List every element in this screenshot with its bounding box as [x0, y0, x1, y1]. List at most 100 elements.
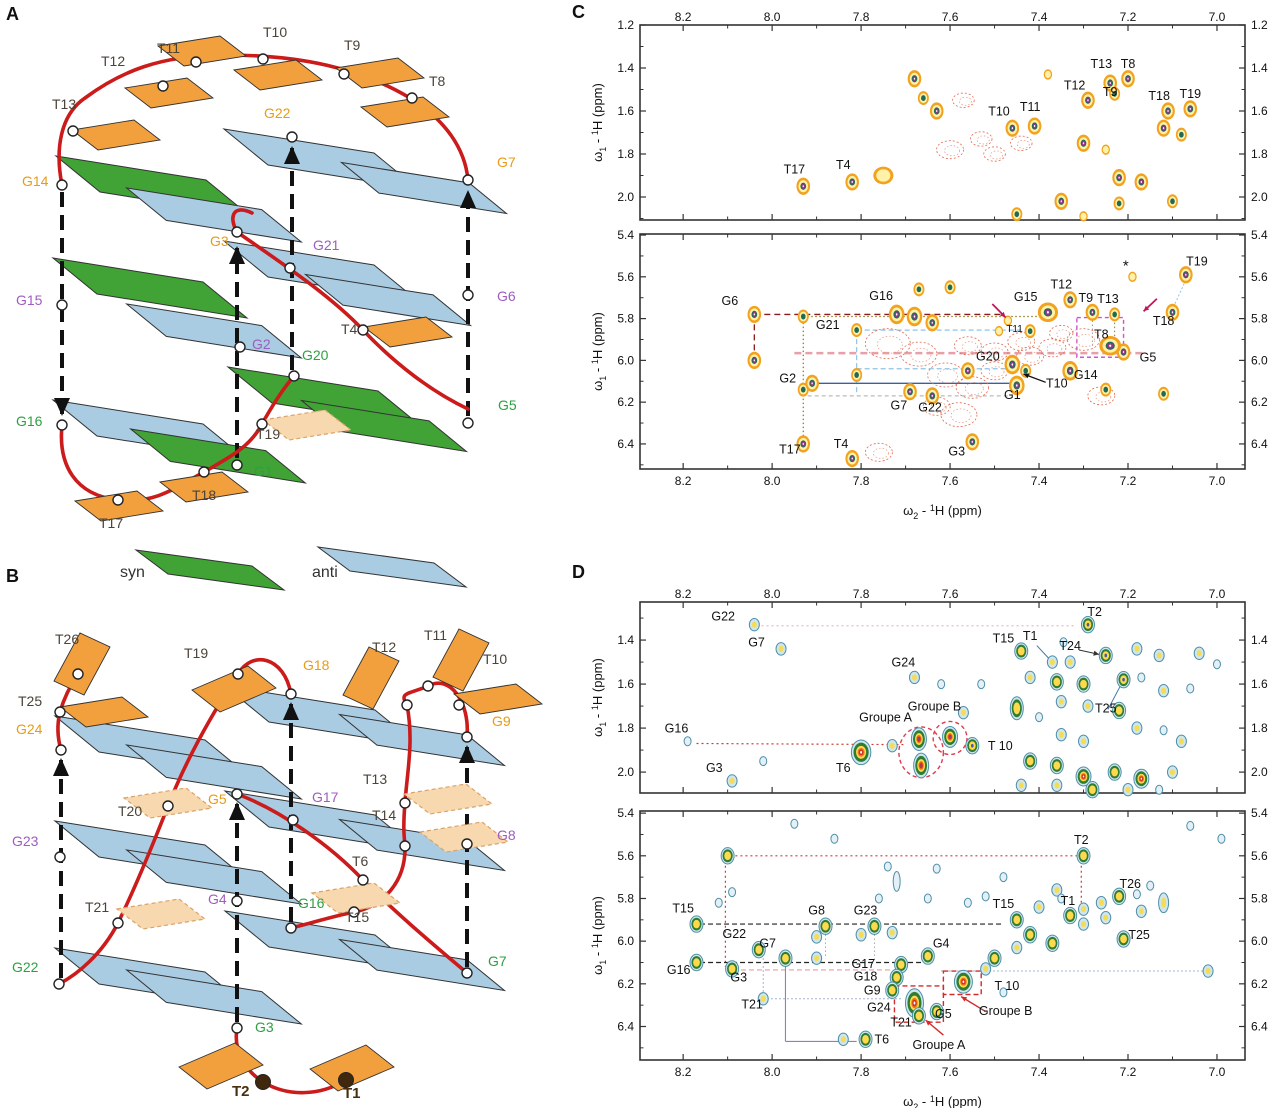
pointer-arrowhead: [1143, 305, 1150, 312]
peak-label: G7: [748, 636, 765, 650]
noise-contour: [940, 402, 978, 428]
residue-label: G15: [16, 292, 43, 308]
peak-label: G15: [1014, 290, 1038, 304]
loop-base: [452, 683, 544, 715]
phosphate-dot: [287, 814, 299, 826]
x-tick-label: 8.0: [764, 474, 781, 488]
peak-label: T13: [1091, 57, 1113, 71]
x-tick-label: 7.8: [853, 10, 870, 24]
y-tick-label: 1.8: [617, 147, 634, 161]
y-tick-label: 1.6: [1251, 104, 1268, 118]
noise-contour: [944, 145, 960, 157]
residue-label: T9: [344, 37, 361, 53]
nmr-peak: [936, 109, 938, 113]
peak-label: T21: [741, 997, 763, 1011]
nmr-peak: [1196, 650, 1202, 657]
y-tick-label: 2.0: [617, 190, 634, 204]
nmr-peak: [1115, 706, 1123, 715]
group-ellipse: [932, 720, 968, 756]
nmr-peak: [1086, 622, 1090, 627]
residue-label: T2: [232, 1083, 250, 1100]
nmr-peak: [1169, 768, 1175, 776]
y-tick-label: 6.4: [617, 437, 634, 451]
peak-label: G22: [722, 927, 746, 941]
nmr-peak: [1129, 273, 1136, 281]
nmr-peak: [924, 951, 932, 961]
nmr-peak: [895, 313, 898, 316]
nmr-peak: [1046, 311, 1049, 314]
residue-label: G18: [303, 657, 330, 673]
loop-base: [232, 59, 324, 91]
peak-label: T15: [993, 897, 1015, 911]
noise-contour: [950, 408, 972, 423]
nmr-peak: [1081, 920, 1087, 928]
tetrad-slab: [303, 273, 473, 327]
nmr-peak: [1122, 677, 1125, 682]
nmr-peak: [1122, 350, 1125, 354]
nmr-peak: [1067, 658, 1073, 666]
loop-base: [58, 696, 150, 728]
noise-contour: [876, 335, 903, 354]
noise-contour: [953, 336, 982, 356]
phosphate-dot: [462, 417, 474, 429]
nmr-peak: [874, 893, 883, 904]
phosphate-dot: [461, 838, 473, 850]
nmr-peak: [949, 735, 951, 739]
nmr-peak: [1082, 142, 1085, 145]
noise-contour: [976, 135, 990, 145]
noise-contour: [1066, 328, 1101, 351]
nmr-peak: [1054, 886, 1060, 894]
nmr-peak: [967, 369, 969, 372]
nmr-peak: [1132, 889, 1141, 900]
noise-contour: [962, 341, 978, 353]
nmr-peak: [728, 887, 737, 898]
phosphate-dot: [357, 874, 369, 886]
phosphate-dot: [338, 68, 350, 80]
y-tick-label: 6.2: [1251, 977, 1268, 991]
nmr-peak: [920, 764, 922, 767]
peak-label: T4: [834, 437, 849, 451]
peak-label: T8: [1121, 57, 1136, 71]
y-tick-label: 1.4: [1251, 61, 1268, 75]
tetrad-slab: [124, 849, 304, 905]
y-tick-label: 1.6: [617, 677, 634, 691]
nmr-peak: [755, 945, 763, 954]
nmr-peak: [932, 863, 941, 874]
backbone-arrowhead: [284, 146, 300, 164]
nmr-peak: [862, 1035, 869, 1044]
residue-label: T13: [52, 96, 76, 112]
y-tick-label: 5.6: [1251, 270, 1268, 284]
nmr-peak: [1016, 384, 1018, 387]
phosphate-dot: [462, 174, 474, 186]
peak-label: T25: [1095, 702, 1117, 716]
noise-contour: [1024, 351, 1040, 363]
peak-label: G14: [1074, 368, 1098, 382]
residue-label: T14: [372, 807, 396, 823]
phosphate-dot: [256, 418, 268, 430]
nmr-peak: [1103, 386, 1109, 393]
x-tick-label: 8.2: [675, 587, 692, 601]
nmr-peak: [1059, 637, 1068, 648]
peak-label: T21: [890, 1016, 912, 1030]
phosphate-dot: [54, 706, 66, 718]
noise-contour: [980, 342, 1009, 362]
y-tick-label: 6.0: [617, 353, 634, 367]
noise-contour: [937, 368, 958, 384]
nmr-peak: [760, 995, 766, 1002]
legend-swatch-anti: [316, 546, 468, 588]
x-tick-label: 7.6: [942, 587, 959, 601]
residue-label: G14: [22, 173, 49, 189]
guide-line: [1036, 645, 1051, 661]
peak-label: T 10: [995, 979, 1020, 993]
nmr-peak: [790, 818, 799, 829]
guide-line: [1172, 279, 1187, 310]
noise-contour: [1046, 343, 1063, 355]
y-tick-label: 5.8: [617, 891, 634, 905]
x-tick-label: 7.4: [1031, 474, 1048, 488]
residue-label: G22: [12, 959, 39, 975]
x-tick-label: 7.4: [1031, 1065, 1048, 1079]
residue-label: G9: [492, 713, 511, 729]
loop-base-faded: [115, 898, 207, 930]
residue-label: T20: [118, 803, 142, 819]
nmr-peak: [811, 382, 813, 385]
